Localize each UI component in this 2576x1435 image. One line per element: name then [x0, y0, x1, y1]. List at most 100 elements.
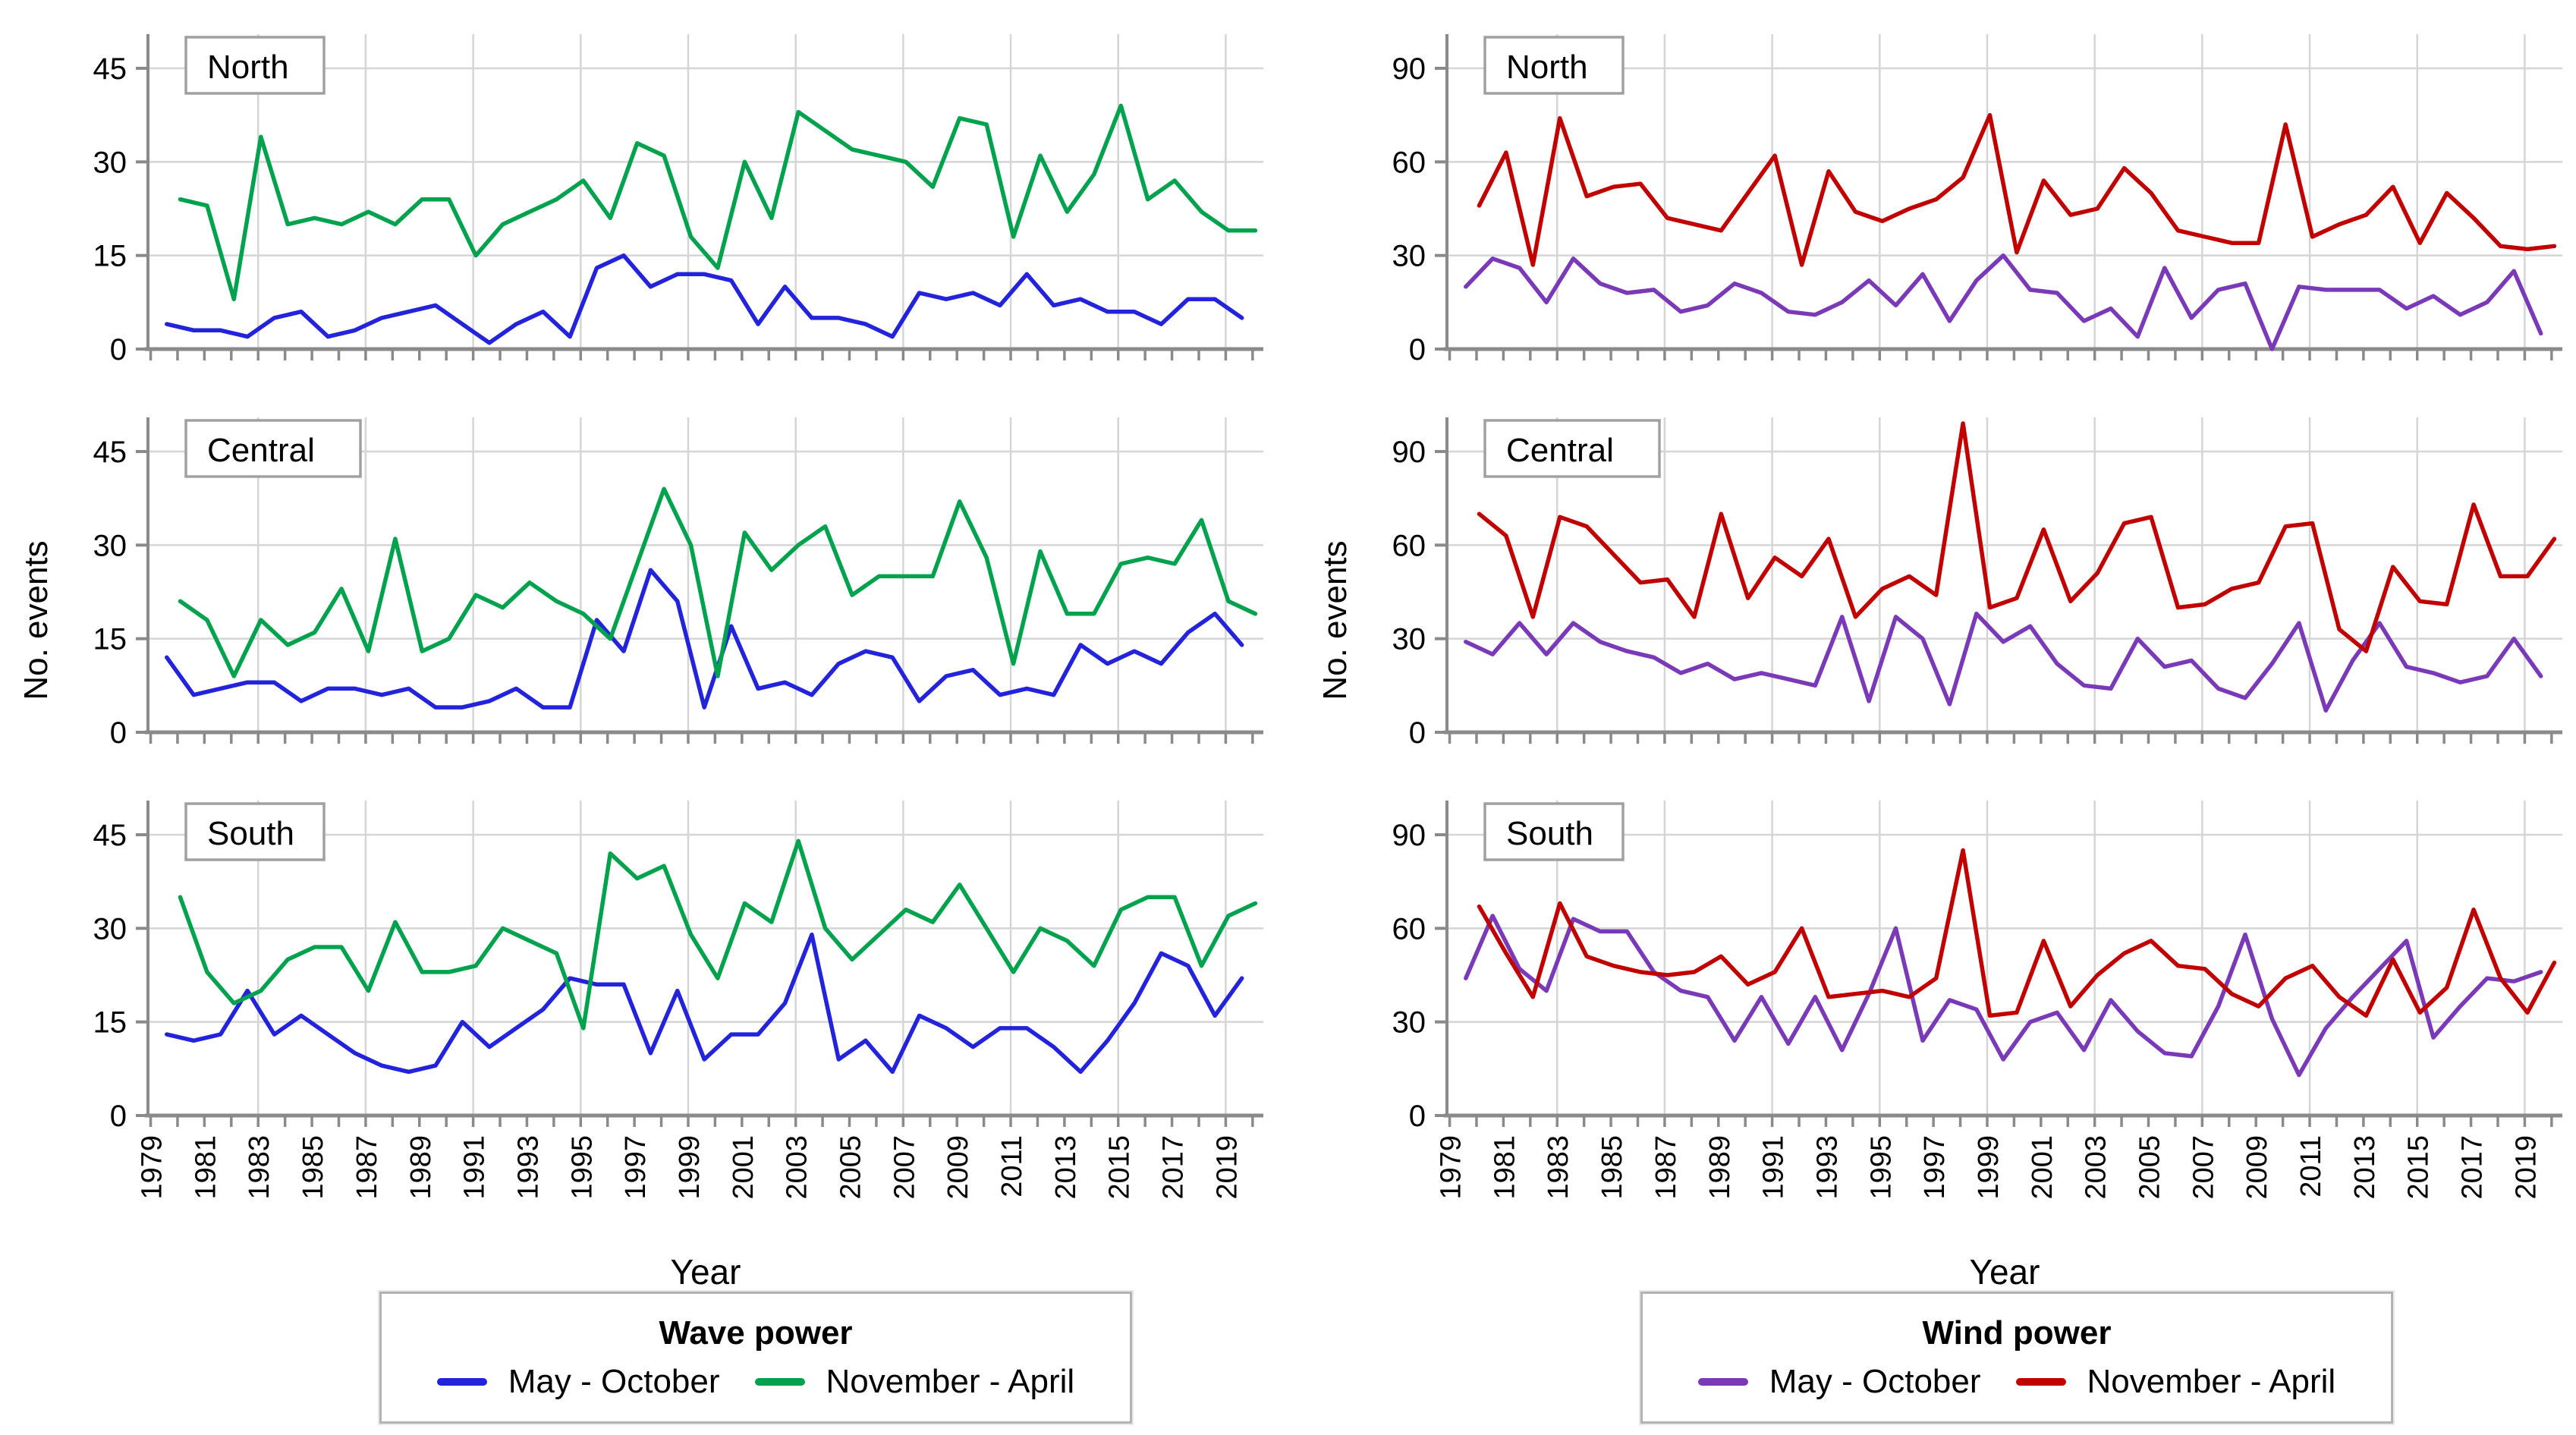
y-tick-label: 60: [1392, 146, 1426, 179]
series-line-may-october: [165, 932, 1244, 1075]
x-tick-label: 1999: [1973, 1135, 2005, 1200]
x-tick-label: 2001: [728, 1135, 760, 1200]
series-line-may-october: [165, 568, 1244, 710]
x-tick-label: 1981: [1489, 1135, 1521, 1200]
facet-label-box: [184, 419, 362, 478]
x-tick-label: 1993: [512, 1135, 544, 1200]
x-tick-label: 1983: [1543, 1135, 1574, 1200]
legend-label-wind-winter: November - April: [2087, 1363, 2336, 1400]
x-tick-label: 1989: [405, 1135, 437, 1200]
y-tick-label: 0: [1409, 716, 1426, 750]
x-tick-label: 1985: [297, 1135, 329, 1200]
x-tick-label: 2011: [2295, 1135, 2327, 1197]
x-tick-label: 1979: [1436, 1135, 1467, 1200]
x-tick-label: 2001: [2027, 1135, 2059, 1200]
y-tick-label: 0: [1409, 333, 1426, 367]
facet-label-central: Central: [207, 432, 315, 469]
facet-label-north: North: [207, 49, 289, 86]
x-tick-label: 2009: [942, 1135, 974, 1200]
y-tick-label: 0: [110, 716, 127, 750]
x-tick-label: 1991: [459, 1135, 491, 1200]
x-tick-label: 2013: [2349, 1135, 2381, 1200]
legend-title-wind: Wind power: [1922, 1314, 2112, 1352]
y-tick-label: 30: [1392, 240, 1426, 273]
y-tick-label: 0: [110, 333, 127, 367]
x-tick-label: 1995: [566, 1135, 598, 1200]
legend-row-wave: May - October November - April: [436, 1363, 1074, 1401]
facet-label-box: [1483, 419, 1661, 478]
legend-entry-wind-winter: November - April: [2015, 1363, 2336, 1401]
series-line-may-october: [1464, 253, 2543, 351]
purple-dash-icon: [1697, 1378, 1748, 1386]
x-tick-label: 2019: [2510, 1135, 2542, 1200]
x-axis-title: Year: [671, 1252, 741, 1292]
x-tick-label: 1989: [1704, 1135, 1736, 1200]
series-line-november-april: [178, 103, 1258, 301]
series-line-november-april: [178, 839, 1258, 1031]
legend-row-wind: May - October November - April: [1697, 1363, 2336, 1401]
y-tick-label: 15: [93, 623, 127, 656]
x-tick-label: 2005: [2134, 1135, 2166, 1200]
x-tick-label: 1987: [1650, 1135, 1682, 1200]
series-line-may-october: [165, 253, 1244, 345]
legend-label-wind-summer: May - October: [1769, 1363, 1981, 1400]
x-tick-label: 1999: [674, 1135, 706, 1200]
facet-label-south: South: [207, 815, 294, 852]
y-tick-label: 30: [1392, 1006, 1426, 1040]
legend-wave-power: Wave power May - October November - Apri…: [379, 1292, 1132, 1424]
green-dash-icon: [754, 1378, 805, 1386]
y-tick-label: 0: [110, 1100, 127, 1133]
x-tick-label: 2017: [1158, 1135, 1190, 1200]
x-tick-label: 1987: [351, 1135, 383, 1200]
y-tick-label: 45: [93, 819, 127, 852]
x-tick-label: 1991: [1758, 1135, 1790, 1200]
facet-label-south: South: [1506, 815, 1593, 852]
legend-entry-wave-summer: May - October: [436, 1363, 720, 1401]
x-tick-label: 2003: [782, 1135, 813, 1200]
x-tick-label: 2015: [1104, 1135, 1136, 1200]
series-line-november-april: [1477, 848, 2557, 1018]
x-tick-label: 1985: [1596, 1135, 1628, 1200]
x-tick-label: 2005: [835, 1135, 867, 1200]
y-tick-label: 30: [93, 912, 127, 946]
x-axis-title: Year: [1970, 1252, 2040, 1292]
facet-label-box: [1483, 36, 1625, 95]
y-tick-label: 60: [1392, 912, 1426, 946]
y-axis-title: No. events: [17, 540, 55, 700]
x-tick-label: 2003: [2081, 1135, 2112, 1200]
x-tick-label: 1997: [1919, 1135, 1951, 1200]
series-line-november-april: [178, 486, 1258, 678]
facet-label-box: [184, 36, 326, 95]
y-tick-label: 0: [1409, 1100, 1426, 1133]
y-tick-label: 90: [1392, 52, 1426, 86]
y-tick-label: 30: [93, 529, 127, 562]
x-tick-label: 1997: [620, 1135, 652, 1200]
x-tick-label: 1995: [1865, 1135, 1897, 1200]
series-line-november-april: [1477, 112, 2557, 267]
facet-label-box: [1483, 802, 1625, 861]
x-tick-label: 2009: [2241, 1135, 2273, 1200]
x-tick-label: 2013: [1050, 1135, 1082, 1200]
x-tick-label: 2017: [2457, 1135, 2489, 1200]
y-tick-label: 90: [1392, 819, 1426, 852]
legend-entry-wind-summer: May - October: [1697, 1363, 1981, 1401]
legend-title-wave: Wave power: [659, 1314, 853, 1352]
blue-dash-icon: [436, 1378, 487, 1386]
red-dash-icon: [2015, 1378, 2066, 1386]
y-tick-label: 60: [1392, 529, 1426, 562]
y-tick-label: 30: [1392, 623, 1426, 656]
y-tick-label: 15: [93, 1006, 127, 1040]
x-tick-label: 1979: [137, 1135, 168, 1200]
x-tick-label: 2015: [2403, 1135, 2435, 1200]
y-tick-label: 45: [93, 436, 127, 469]
y-axis-title: No. events: [1316, 540, 1354, 700]
x-tick-label: 2007: [2188, 1135, 2219, 1200]
facet-label-north: North: [1506, 49, 1588, 86]
legend-label-wave-summer: May - October: [508, 1363, 720, 1400]
x-tick-label: 1993: [1811, 1135, 1843, 1200]
x-tick-label: 1983: [244, 1135, 275, 1200]
series-line-may-october: [1464, 612, 2543, 713]
x-tick-label: 1981: [190, 1135, 222, 1200]
